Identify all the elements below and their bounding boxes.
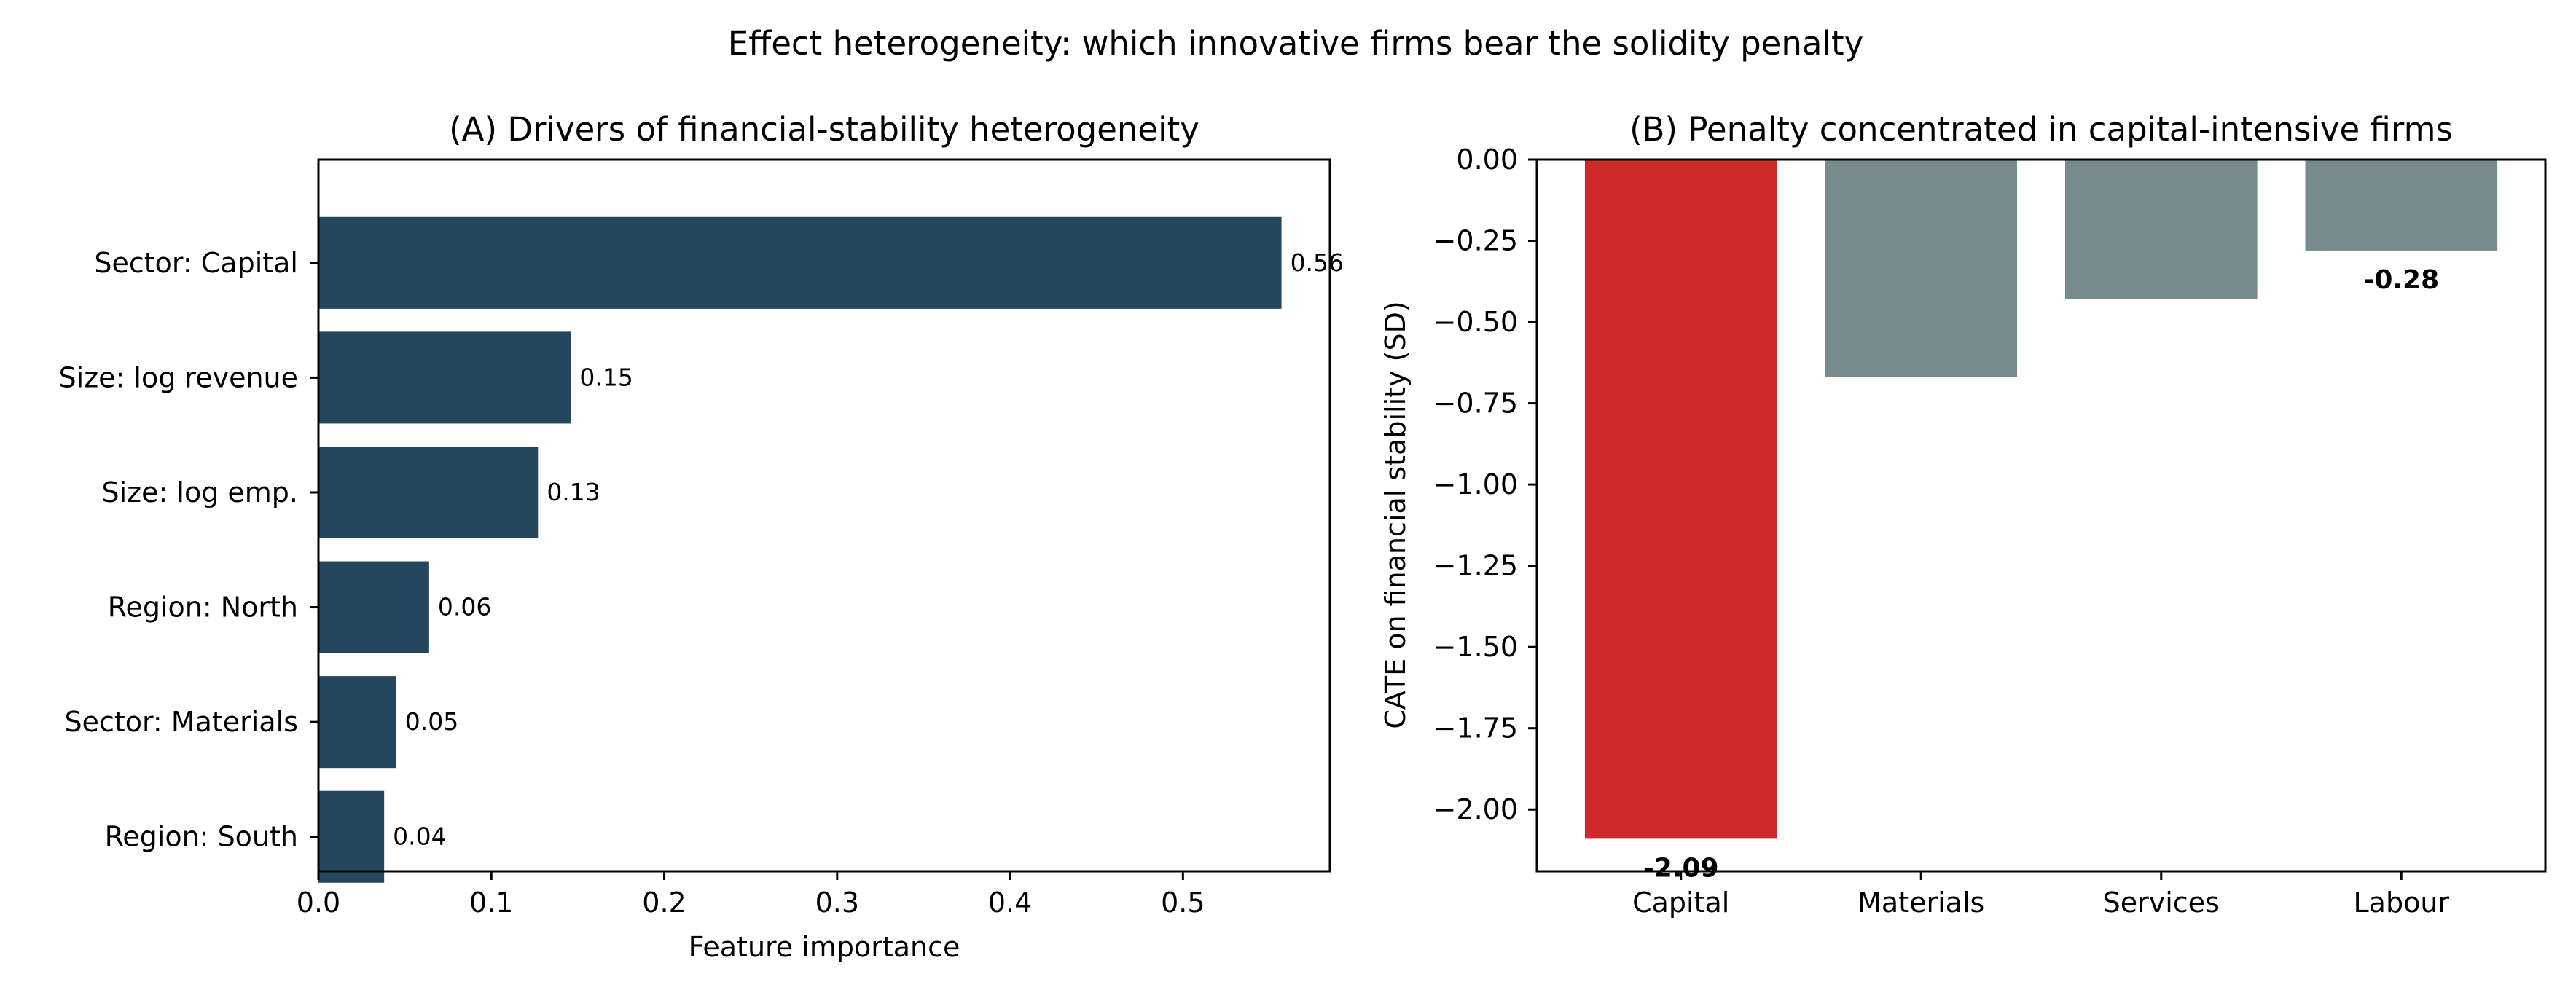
- data-label: -0.28: [2363, 265, 2439, 295]
- x-tick-label: 0.0: [297, 887, 340, 919]
- y-tick-label: −1.75: [1433, 712, 1518, 744]
- x-tick-label: 0.2: [642, 887, 686, 919]
- bar: [2305, 160, 2498, 251]
- panel-b-cate-by-sector: (B) Penalty concentrated in capital-inte…: [1379, 110, 2547, 919]
- y-tick-label: Size: log emp.: [102, 476, 299, 508]
- data-label: 0.06: [438, 593, 491, 621]
- x-tick-label: 0.1: [469, 887, 513, 919]
- panel-a-title: (A) Drivers of financial-stability heter…: [449, 110, 1199, 149]
- y-tick-label: −2.00: [1433, 793, 1518, 825]
- bar: [2064, 160, 2258, 299]
- data-label: 0.15: [579, 363, 633, 391]
- bar: [318, 216, 1282, 309]
- x-tick-label: Labour: [2354, 887, 2450, 919]
- bar: [1584, 160, 1777, 839]
- figure-title: Effect heterogeneity: which innovative f…: [728, 24, 1863, 63]
- y-tick-label: −0.50: [1433, 306, 1518, 338]
- panel-a-bars: 0.56 0.15 0.13 0.06 0.05 0.04: [318, 216, 1344, 883]
- y-tick-label: 0.00: [1456, 144, 1518, 176]
- bar: [1825, 160, 2018, 377]
- panel-a-axes: Sector: Capital Size: log revenue Size: lo…: [59, 247, 1205, 919]
- y-tick-label: Sector: Capital: [94, 247, 298, 279]
- y-tick-label: −1.25: [1433, 550, 1518, 582]
- data-label: 0.56: [1291, 248, 1344, 277]
- y-tick-label: Region: South: [105, 821, 298, 853]
- x-tick-label: Services: [2103, 887, 2220, 919]
- y-tick-label: −1.00: [1433, 468, 1518, 500]
- x-tick-label: 0.5: [1161, 887, 1205, 919]
- y-tick-label: −1.50: [1433, 631, 1518, 663]
- y-tick-label: Size: log revenue: [59, 361, 298, 393]
- panel-a-x-axis-label: Feature importance: [689, 931, 960, 963]
- bar: [318, 676, 396, 769]
- bar: [318, 446, 539, 539]
- x-tick-label: Capital: [1632, 887, 1729, 919]
- x-tick-label: 0.3: [815, 887, 859, 919]
- panel-a-feature-importance: (A) Drivers of financial-stability heter…: [59, 110, 1344, 963]
- y-tick-label: Sector: Materials: [64, 706, 298, 738]
- y-tick-label: −0.25: [1433, 225, 1518, 257]
- data-label: 0.13: [547, 478, 600, 506]
- bar: [318, 331, 571, 424]
- panel-b-y-axis-label: CATE on financial stability (SD): [1379, 301, 1412, 728]
- data-label: 0.04: [393, 822, 446, 851]
- y-tick-label: Region: North: [108, 592, 298, 624]
- panel-b-axes: Capital Materials Services Labour 0.00 −0.25 −…: [1433, 144, 2450, 919]
- x-tick-label: 0.4: [988, 887, 1032, 919]
- panel-b-title: (B) Penalty concentrated in capital-inte…: [1629, 110, 2453, 149]
- bar: [318, 561, 429, 653]
- x-tick-label: Materials: [1857, 887, 1984, 919]
- panel-b-bars: -2.09-0.28: [1584, 160, 2498, 883]
- panel-b-frame: [1535, 158, 2547, 873]
- data-label: 0.05: [405, 707, 458, 736]
- y-tick-label: −0.75: [1433, 388, 1518, 420]
- panel-a-frame: [317, 158, 1331, 873]
- bar: [318, 790, 385, 883]
